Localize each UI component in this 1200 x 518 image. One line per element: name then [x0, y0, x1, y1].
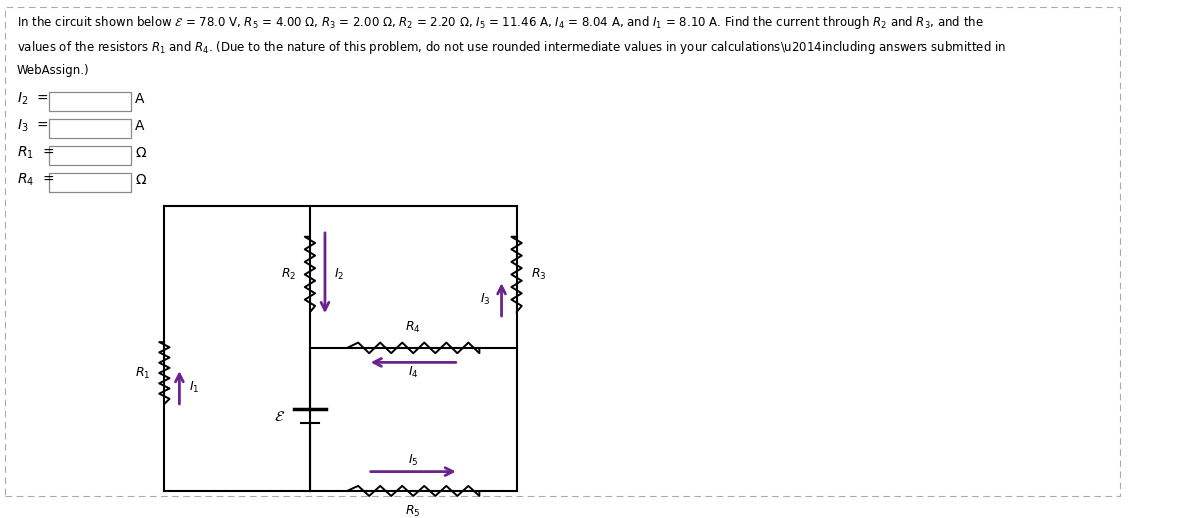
Text: $I_3$: $I_3$ [480, 292, 491, 307]
Text: $R_3$: $R_3$ [530, 267, 546, 282]
Text: $R_5$: $R_5$ [406, 503, 421, 518]
Text: $I_5$: $I_5$ [408, 453, 419, 468]
Text: $I_2$: $I_2$ [335, 267, 344, 282]
Text: $\mathcal{E}$: $\mathcal{E}$ [275, 409, 286, 424]
Text: $\Omega$: $\Omega$ [136, 146, 148, 160]
Text: $R_2$: $R_2$ [281, 267, 296, 282]
Text: WebAssign.): WebAssign.) [17, 64, 90, 77]
Text: $R_4$: $R_4$ [406, 320, 421, 335]
FancyBboxPatch shape [49, 119, 132, 138]
Text: $I_3$  =: $I_3$ = [17, 118, 48, 134]
Text: $I_1$: $I_1$ [188, 380, 199, 395]
FancyBboxPatch shape [49, 146, 132, 165]
Text: $I_4$: $I_4$ [408, 365, 419, 380]
Text: $R_1$: $R_1$ [134, 366, 150, 381]
Text: A: A [136, 92, 145, 106]
Text: values of the resistors $R_1$ and $R_4$. (Due to the nature of this problem, do : values of the resistors $R_1$ and $R_4$.… [17, 39, 1006, 55]
Text: $R_4$  =: $R_4$ = [17, 172, 54, 189]
Text: $R_1$  =: $R_1$ = [17, 145, 54, 162]
FancyBboxPatch shape [5, 7, 1121, 496]
FancyBboxPatch shape [49, 173, 132, 192]
Text: $\Omega$: $\Omega$ [136, 173, 148, 187]
Text: A: A [136, 119, 145, 133]
FancyBboxPatch shape [49, 92, 132, 111]
Text: In the circuit shown below $\mathcal{E}$ = 78.0 V, $R_5$ = 4.00 $\Omega$, $R_3$ : In the circuit shown below $\mathcal{E}$… [17, 13, 984, 31]
Text: $I_2$  =: $I_2$ = [17, 91, 48, 107]
